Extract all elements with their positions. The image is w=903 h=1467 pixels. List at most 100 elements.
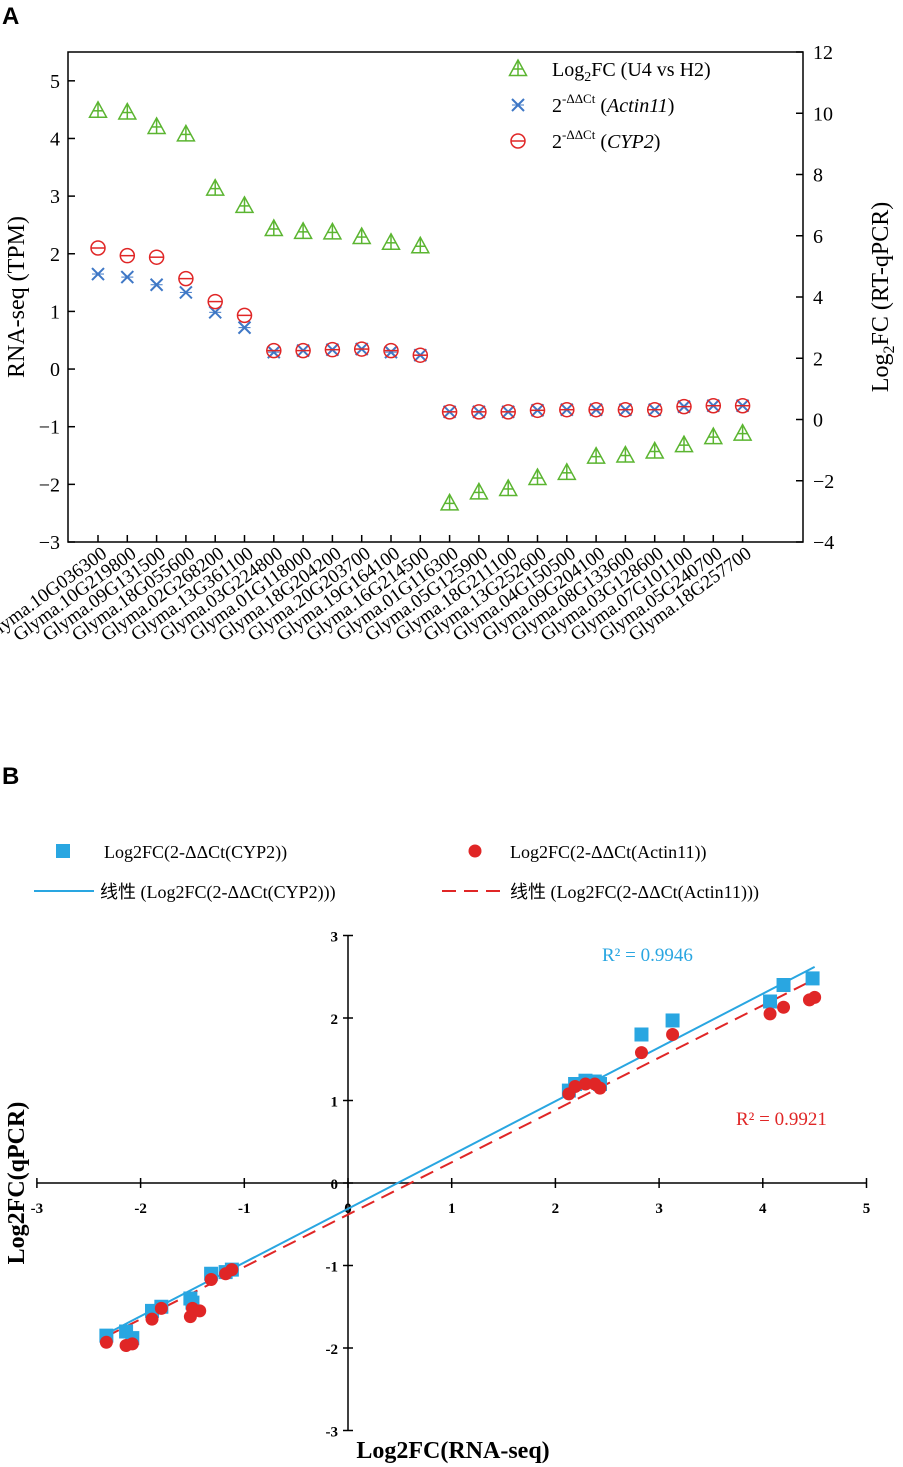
chart-a-point-triangle xyxy=(586,446,606,464)
chart-a-left-tick-label: 2 xyxy=(50,244,60,266)
legend-a-log2fc-part-sub: 2 xyxy=(584,70,591,85)
chart-b-point-actin11 xyxy=(145,1312,159,1326)
chart-b-point-actin11 xyxy=(562,1087,576,1101)
chart-b-point-actin11 xyxy=(99,1335,113,1349)
chart-b-x-tick-label: -3 xyxy=(31,1201,44,1217)
chart-b-points xyxy=(99,971,822,1353)
chart-b-x-tick-label: 5 xyxy=(863,1201,871,1217)
chart-b-tick-labels: -3-2-10123453210-1-2-3 xyxy=(31,930,871,1441)
chart-a-point-triangle xyxy=(176,123,196,142)
chart-a-point-circle xyxy=(383,342,399,359)
chart-a-legend: Log2FC (U4 vs H2) 2-ΔΔCt (Actin11) 2-ΔΔC… xyxy=(508,58,711,153)
legend-a-label-actin11: 2-ΔΔCt (Actin11) xyxy=(552,91,674,117)
chart-a-point-circle xyxy=(412,347,429,363)
chart-a-point-circle xyxy=(353,341,370,357)
chart-a-right-tick-label: 2 xyxy=(813,348,823,370)
legend-a-actin11-part-close: ) xyxy=(668,95,675,117)
r2-actin11-annotation: R² = 0.9921 xyxy=(736,1109,827,1130)
chart-a-point-circle xyxy=(588,401,604,418)
chart-a-point-triangle xyxy=(322,221,343,240)
chart-a-left-tick-label: −3 xyxy=(39,532,60,554)
legend-a-actin11-part-sup: -ΔΔCt xyxy=(562,91,596,106)
chart-a-point-triangle xyxy=(557,462,577,481)
chart-a-category-labels: Glyma.10G036300Glyma.10G219800Glyma.09G1… xyxy=(0,535,756,646)
legend-b-marker-actin11 xyxy=(468,844,482,858)
legend-a-log2fc-part-log: Log xyxy=(552,59,584,81)
chart-b: Log2FC(2-ΔΔCt(CYP2)) Log2FC(2-ΔΔCt(Actin… xyxy=(4,842,870,1464)
chart-a-right-tick-label: 10 xyxy=(813,103,833,125)
chart-a-point-triangle xyxy=(469,481,489,500)
chart-a-point-triangle xyxy=(381,232,401,251)
chart-b-point-actin11 xyxy=(763,1007,777,1021)
chart-a-left-tick-label: 4 xyxy=(50,128,60,150)
chart-a-point-triangle xyxy=(644,440,665,459)
r2-cyp2-annotation: R² = 0.9946 xyxy=(602,945,693,966)
legend-a-cyp2-part-close: ) xyxy=(654,131,661,153)
legend-b-marker-cyp2 xyxy=(56,844,70,858)
chart-a-left-tick-label: 3 xyxy=(50,186,60,208)
chart-a-points xyxy=(88,100,753,511)
chart-a-right-ticks: 12 10 8 6 4 2 0 −2 −4 xyxy=(796,42,834,554)
chart-a-point-triangle xyxy=(293,221,313,240)
panel-b-label: B xyxy=(2,763,19,790)
chart-b-x-tick-label: -1 xyxy=(238,1201,251,1217)
chart-b-point-actin11 xyxy=(666,1028,680,1041)
chart-a-right-tick-label: −4 xyxy=(813,532,834,554)
chart-a-left-tick-label: −2 xyxy=(39,474,60,496)
chart-a-right-tick-label: 8 xyxy=(813,165,823,187)
chart-a-right-tick-label: 0 xyxy=(813,410,823,432)
chart-b-point-actin11 xyxy=(125,1337,139,1351)
chart-b-point-actin11 xyxy=(204,1273,218,1287)
chart-b-xlabel: Log2FC(RNA-seq) xyxy=(356,1438,549,1464)
chart-b-x-tick-label: 1 xyxy=(448,1201,456,1217)
legend-a-actin11-part-gene: Actin11 xyxy=(605,95,668,117)
chart-a-point-circle xyxy=(266,342,282,359)
chart-a-plot-frame xyxy=(67,51,804,543)
chart-a-point-circle xyxy=(617,401,634,418)
chart-a-point-circle xyxy=(559,401,575,418)
chart-b-legend: Log2FC(2-ΔΔCt(CYP2)) Log2FC(2-ΔΔCt(Actin… xyxy=(34,842,759,903)
legend-a-actin11-part-open: ( xyxy=(595,95,607,117)
chart-a-point-circle xyxy=(324,341,341,358)
chart-a-point-x xyxy=(120,270,135,284)
chart-a-point-circle xyxy=(90,240,106,256)
legend-a-label-cyp2: 2-ΔΔCt (CYP2) xyxy=(552,127,660,153)
chart-a-y2label: Log2FC (RT-qPCR) xyxy=(868,202,898,392)
chart-a-point-circle xyxy=(705,397,722,414)
legend-a-cyp2-part-gene: CYP2 xyxy=(607,131,654,153)
chart-b-point-cyp2 xyxy=(776,978,791,992)
chart-a-point-circle xyxy=(441,404,458,420)
chart-a-point-triangle xyxy=(703,426,724,445)
chart-a-point-x xyxy=(91,267,105,281)
chart-b-point-actin11 xyxy=(193,1304,207,1318)
chart-a-point-triangle xyxy=(732,423,753,441)
chart-a-right-tick-label: 6 xyxy=(813,226,823,248)
chart-a-point-circle xyxy=(148,249,165,265)
chart-a-point-circle xyxy=(207,293,223,310)
legend-b-label-cyp2: Log2FC(2-ΔΔCt(CYP2)) xyxy=(104,842,287,863)
chart-a-point-circle xyxy=(500,404,516,420)
chart-b-y-tick-label: -3 xyxy=(326,1425,339,1441)
chart-b-point-actin11 xyxy=(802,993,816,1007)
legend-a-cyp2-part-open: ( xyxy=(595,131,607,153)
chart-b-y-tick-label: 2 xyxy=(331,1012,339,1028)
chart-b-x-tick-label: 2 xyxy=(552,1201,560,1217)
legend-a-marker-actin11 xyxy=(511,98,525,112)
legend-a-label-log2fc: Log2FC (U4 vs H2) xyxy=(552,59,711,85)
chart-a-point-triangle xyxy=(88,100,108,119)
chart-a-point-circle xyxy=(236,307,253,324)
chart-b-y-tick-label: 3 xyxy=(331,930,339,946)
chart-b-y-tick-label: -2 xyxy=(326,1342,339,1358)
legend-a-actin11-part-base: 2 xyxy=(552,95,562,117)
legend-b-label-actin11: Log2FC(2-ΔΔCt(Actin11)) xyxy=(510,842,706,863)
legend-a-marker-cyp2 xyxy=(510,133,526,149)
chart-b-point-cyp2 xyxy=(665,1013,680,1028)
chart-b-point-actin11 xyxy=(634,1046,648,1060)
chart-b-x-tick-label: -2 xyxy=(134,1201,147,1217)
chart-a-point-triangle xyxy=(234,195,255,214)
chart-a-left-tick-label: 0 xyxy=(50,359,60,381)
chart-b-axes xyxy=(36,934,868,1432)
chart-a-left-tick-label: −1 xyxy=(39,417,60,439)
chart-a-point-x xyxy=(237,320,252,335)
chart-b-point-actin11 xyxy=(154,1301,168,1315)
